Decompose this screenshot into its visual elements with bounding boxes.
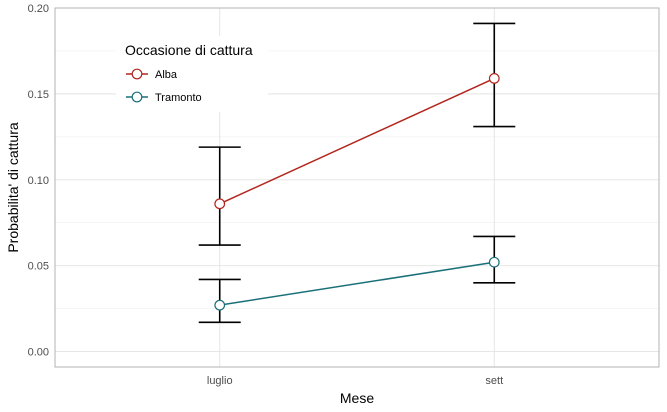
data-point-tramonto <box>214 299 226 311</box>
legend-key-point <box>131 91 143 103</box>
tick-labels: 0.00 0.05 0.10 0.15 0.20 luglio sett <box>28 3 504 387</box>
y-tick-label: 0.20 <box>28 3 49 15</box>
series-line-tramonto <box>219 261 495 306</box>
data-point-alba <box>488 73 500 84</box>
error-bar <box>198 146 241 246</box>
data-point-tramonto <box>488 256 500 268</box>
y-tick-label: 0.10 <box>28 175 49 187</box>
x-tick-label: sett <box>485 375 503 387</box>
legend-key-point <box>131 68 143 80</box>
y-tick-label: 0.05 <box>28 261 49 273</box>
plot-panel <box>54 7 660 368</box>
y-tick-label: 0.00 <box>28 347 49 359</box>
x-axis-title: Mese <box>340 390 374 406</box>
legend-title: Occasione di cattura <box>125 42 253 58</box>
data-layer <box>198 22 516 324</box>
y-axis-title: Probabilita' di cattura <box>5 122 21 253</box>
legend-label: Tramonto <box>155 92 202 104</box>
series-line-alba <box>219 77 495 205</box>
x-tick-label: luglio <box>207 375 233 387</box>
legend-items: Alba Tramonto <box>126 68 202 104</box>
data-point-alba <box>214 198 226 210</box>
legend: Occasione di cattura Alba Tramonto <box>116 36 268 112</box>
y-tick-label: 0.15 <box>28 89 49 101</box>
legend-label: Alba <box>155 69 178 81</box>
